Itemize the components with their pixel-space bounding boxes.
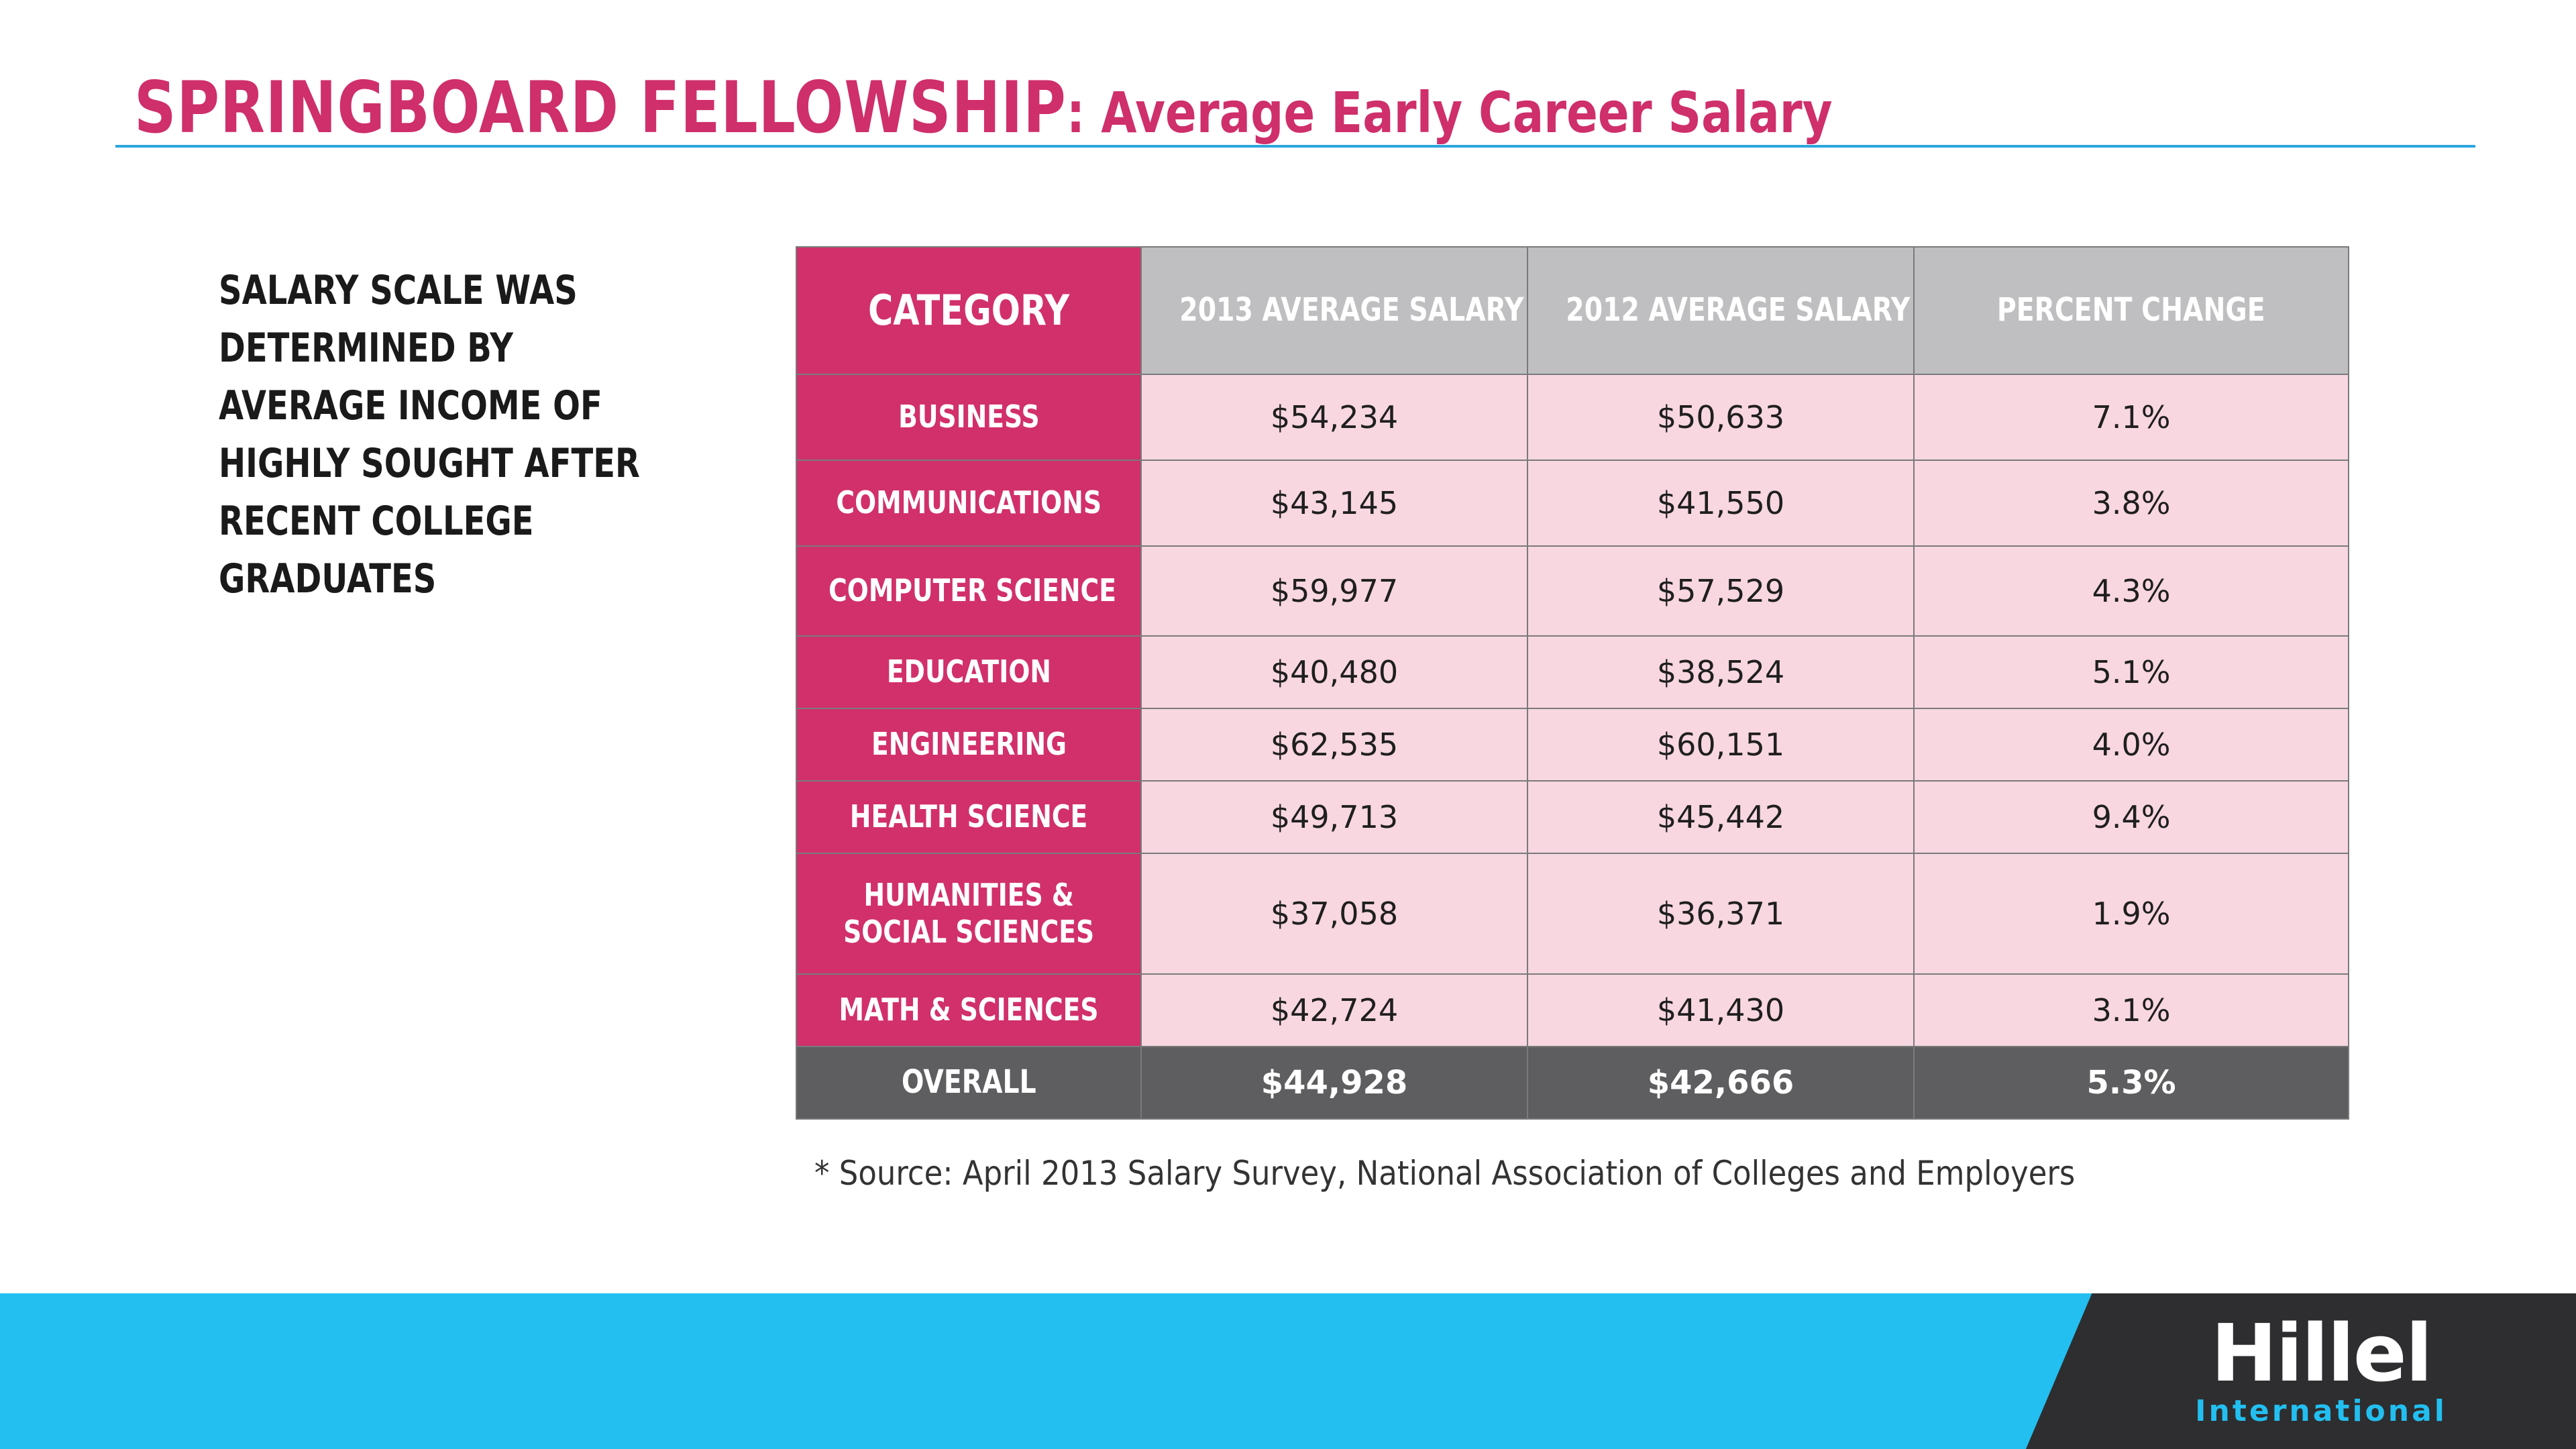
row-2012-salary: $45,442 bbox=[1527, 780, 1915, 854]
header-category: CATEGORY bbox=[796, 246, 1142, 375]
title-divider bbox=[115, 145, 2475, 148]
table-row: MATH & SCIENCES $42,724 $41,430 3.1% bbox=[796, 973, 2349, 1047]
row-2012-salary: $38,524 bbox=[1527, 635, 1915, 709]
row-category: COMPUTER SCIENCE bbox=[796, 545, 1142, 637]
row-category: ENGINEERING bbox=[796, 708, 1142, 782]
footer-logo-panel bbox=[2026, 1293, 2576, 1449]
row-2013-salary: $54,234 bbox=[1140, 374, 1528, 461]
row-percent-change: 4.3% bbox=[1913, 545, 2349, 637]
table-header-row: CATEGORY 2013 AVERAGE SALARY 2012 AVERAG… bbox=[796, 246, 2349, 375]
row-category: BUSINESS bbox=[796, 374, 1142, 461]
row-percent-change: 1.9% bbox=[1913, 853, 2349, 975]
table-row: COMMUNICATIONS $43,145 $41,550 3.8% bbox=[796, 460, 2349, 547]
row-percent-change: 3.8% bbox=[1913, 460, 2349, 547]
header-percent-change: PERCENT CHANGE bbox=[1913, 246, 2349, 375]
header-2013-salary: 2013 AVERAGE SALARY bbox=[1140, 246, 1528, 375]
row-2013-salary: $49,713 bbox=[1140, 780, 1528, 854]
row-percent-change: 3.1% bbox=[1913, 973, 2349, 1047]
row-2012-salary: $36,371 bbox=[1527, 853, 1915, 975]
row-category: HEALTH SCIENCE bbox=[796, 780, 1142, 854]
logo-subtitle: International bbox=[2195, 1394, 2447, 1428]
overall-label: OVERALL bbox=[796, 1046, 1142, 1120]
row-category: HUMANITIES & SOCIAL SCIENCES bbox=[796, 853, 1142, 975]
table-row: ENGINEERING $62,535 $60,151 4.0% bbox=[796, 708, 2349, 782]
overall-percent-change: 5.3% bbox=[1913, 1046, 2349, 1120]
row-2012-salary: $60,151 bbox=[1527, 708, 1915, 782]
source-footnote: * Source: April 2013 Salary Survey, Nati… bbox=[814, 1154, 2076, 1193]
row-2012-salary: $41,550 bbox=[1527, 460, 1915, 547]
row-percent-change: 7.1% bbox=[1913, 374, 2349, 461]
row-2013-salary: $43,145 bbox=[1140, 460, 1528, 547]
overall-2012-salary: $42,666 bbox=[1527, 1046, 1915, 1120]
table-row-overall: OVERALL $44,928 $42,666 5.3% bbox=[796, 1046, 2349, 1120]
table-row: BUSINESS $54,234 $50,633 7.1% bbox=[796, 374, 2349, 461]
row-percent-change: 5.1% bbox=[1913, 635, 2349, 709]
title-main: SPRINGBOARD FELLOWSHIP bbox=[134, 66, 1067, 149]
table-row: EDUCATION $40,480 $38,524 5.1% bbox=[796, 635, 2349, 709]
table-row: HUMANITIES & SOCIAL SCIENCES $37,058 $36,… bbox=[796, 853, 2349, 975]
row-category: EDUCATION bbox=[796, 635, 1142, 709]
row-2013-salary: $62,535 bbox=[1140, 708, 1528, 782]
overall-2013-salary: $44,928 bbox=[1140, 1046, 1528, 1120]
row-2013-salary: $42,724 bbox=[1140, 973, 1528, 1047]
title-subtitle: : Average Early Career Salary bbox=[1066, 80, 1833, 146]
header-2012-salary: 2012 AVERAGE SALARY bbox=[1527, 246, 1915, 375]
table-row: HEALTH SCIENCE $49,713 $45,442 9.4% bbox=[796, 780, 2349, 854]
row-2013-salary: $40,480 bbox=[1140, 635, 1528, 709]
page-title: SPRINGBOARD FELLOWSHIP: Average Early Ca… bbox=[134, 72, 1833, 144]
row-category: MATH & SCIENCES bbox=[796, 973, 1142, 1047]
row-category: COMMUNICATIONS bbox=[796, 460, 1142, 547]
row-2013-salary: $59,977 bbox=[1140, 545, 1528, 637]
row-percent-change: 9.4% bbox=[1913, 780, 2349, 854]
row-2012-salary: $41,430 bbox=[1527, 973, 1915, 1047]
salary-table: CATEGORY 2013 AVERAGE SALARY 2012 AVERAG… bbox=[796, 246, 2349, 1120]
row-percent-change: 4.0% bbox=[1913, 708, 2349, 782]
row-2013-salary: $37,058 bbox=[1140, 853, 1528, 975]
hillel-logo: Hillel International bbox=[2187, 1313, 2455, 1426]
logo-wordmark: Hillel bbox=[2210, 1307, 2433, 1399]
row-2012-salary: $50,633 bbox=[1527, 374, 1915, 461]
row-2012-salary: $57,529 bbox=[1527, 545, 1915, 637]
table-row: COMPUTER SCIENCE $59,977 $57,529 4.3% bbox=[796, 545, 2349, 637]
salary-scale-note: SALARY SCALE WAS DETERMINED BY AVERAGE I… bbox=[219, 267, 640, 602]
